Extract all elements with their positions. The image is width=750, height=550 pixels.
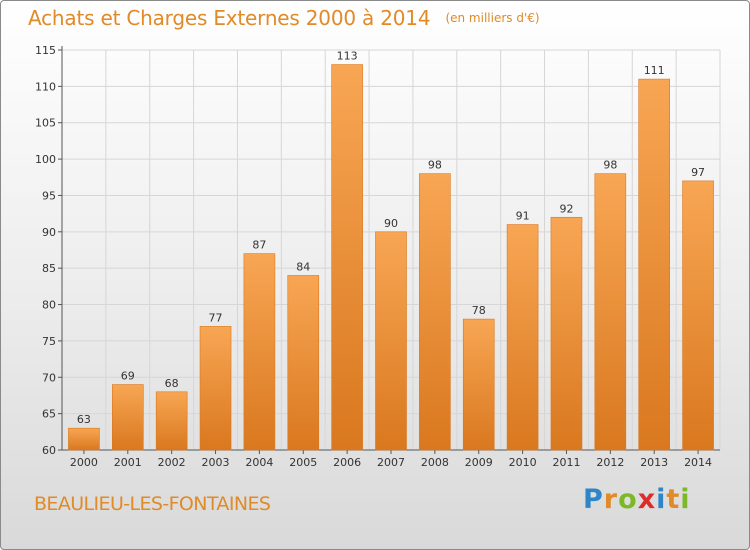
- logo-letter: i: [680, 484, 691, 515]
- logo-letter: x: [637, 484, 657, 515]
- logo-letter: r: [603, 484, 619, 515]
- proxiti-logo[interactable]: Proxiti: [583, 484, 691, 515]
- chart-title: Achats et Charges Externes 2000 à 2014: [28, 6, 431, 30]
- y-tick-label: 80: [42, 299, 56, 312]
- y-tick-label: 70: [42, 371, 56, 384]
- y-tick-label: 100: [35, 153, 56, 166]
- x-tick-label-2000: 2000: [70, 456, 98, 469]
- data-labels: 63 69 68 77 87 84 113 90 98 78 91 92 98 111 97: [77, 50, 705, 427]
- x-tick-label-2013: 2013: [640, 456, 668, 469]
- value-label-2006: 113: [337, 50, 358, 63]
- value-label-2011: 92: [559, 202, 573, 215]
- value-label-2009: 78: [472, 304, 486, 317]
- y-tick-label: 95: [42, 189, 56, 202]
- value-label-2013: 111: [644, 64, 665, 77]
- x-tick-label-2008: 2008: [421, 456, 449, 469]
- x-tick-label-2007: 2007: [377, 456, 405, 469]
- value-label-2012: 98: [603, 159, 617, 172]
- logo-letter: i: [656, 484, 667, 515]
- value-label-2008: 98: [428, 159, 442, 172]
- x-tick-label-2003: 2003: [202, 456, 230, 469]
- chart-unit: (en milliers d'€): [445, 11, 540, 25]
- y-tick-label: 105: [35, 117, 56, 130]
- bar-2012: [594, 173, 627, 451]
- bar-2009: [462, 318, 495, 451]
- value-label-2010: 91: [516, 210, 530, 223]
- value-label-2001: 69: [121, 370, 135, 383]
- bar-2004: [243, 253, 276, 451]
- x-tick-label-2011: 2011: [552, 456, 580, 469]
- value-label-2003: 77: [209, 311, 223, 324]
- value-label-2007: 90: [384, 217, 398, 230]
- y-tick-label: 110: [35, 80, 56, 93]
- bar-2002: [155, 391, 188, 451]
- y-tick-label: 115: [35, 44, 56, 57]
- x-tick-label-2012: 2012: [596, 456, 624, 469]
- bar-2007: [375, 231, 407, 451]
- bar-2005: [287, 275, 320, 451]
- y-tick-label: 75: [42, 335, 56, 348]
- x-tick-label-2005: 2005: [289, 456, 317, 469]
- bar-2006: [331, 64, 363, 451]
- commune-name: BEAULIEU-LES-FONTAINES: [34, 493, 271, 515]
- bars: [68, 64, 714, 451]
- bar-2010: [506, 224, 539, 451]
- y-tick-label: 60: [42, 444, 56, 457]
- bar-2014: [682, 180, 714, 451]
- y-tick-label: 90: [42, 226, 56, 239]
- x-tick-label-2014: 2014: [684, 456, 712, 469]
- y-tick-label: 65: [42, 408, 56, 421]
- bar-2003: [199, 326, 232, 451]
- y-tick-label: 85: [42, 262, 56, 275]
- logo-letter: o: [618, 484, 638, 515]
- chart-title-row: Achats et Charges Externes 2000 à 2014 (…: [28, 6, 540, 30]
- bar-2011: [550, 216, 583, 451]
- value-label-2005: 84: [296, 260, 310, 273]
- x-tick-label-2006: 2006: [333, 456, 361, 469]
- value-label-2002: 68: [165, 377, 179, 390]
- logo-letter: P: [583, 484, 604, 515]
- bar-2013: [638, 78, 671, 451]
- value-label-2014: 97: [691, 166, 705, 179]
- x-tick-label-2009: 2009: [465, 456, 493, 469]
- bar-2008: [419, 173, 451, 451]
- x-tick-label-2004: 2004: [245, 456, 273, 469]
- x-tick-label-2001: 2001: [114, 456, 142, 469]
- bar-2000: [68, 427, 100, 451]
- value-label-2000: 63: [77, 413, 91, 426]
- logo-letter: t: [666, 484, 681, 515]
- x-tick-label-2010: 2010: [509, 456, 537, 469]
- bar-2001: [112, 384, 144, 451]
- x-tick-label-2002: 2002: [158, 456, 186, 469]
- value-label-2004: 87: [252, 239, 266, 252]
